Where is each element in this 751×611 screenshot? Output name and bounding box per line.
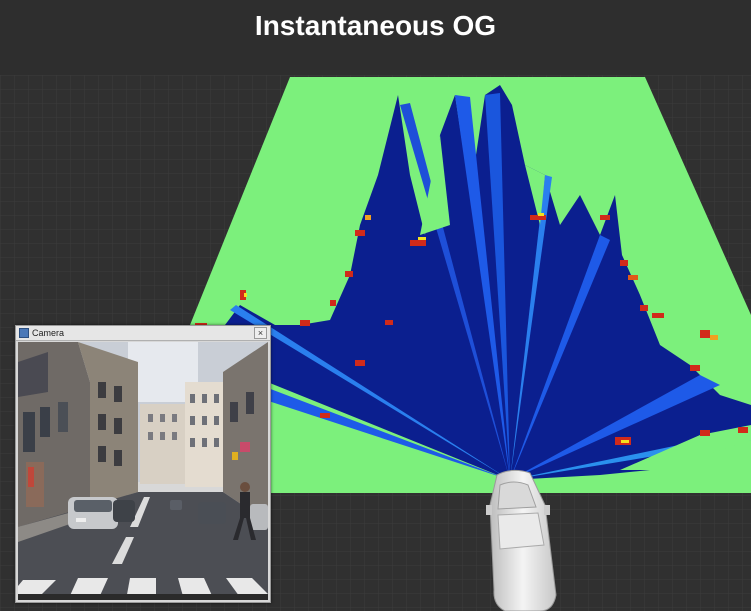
car-model-icon (486, 469, 557, 611)
free-wedge (620, 425, 751, 470)
ray-streak (510, 235, 610, 480)
occupancy-grid-scene (0, 75, 751, 611)
free-wedge (525, 165, 545, 225)
occupancy-grid-viewport[interactable]: Camera × (0, 75, 751, 611)
ray-streak (230, 305, 510, 480)
occupied-cells (195, 213, 748, 445)
ray-streak (455, 95, 510, 480)
free-wedge (640, 295, 690, 365)
ray-streak (250, 385, 510, 480)
occupancy-grid-layer (195, 85, 751, 480)
ray-streak (510, 175, 552, 480)
camera-feed-image (18, 342, 268, 600)
camera-window-titlebar[interactable]: Camera × (16, 326, 270, 341)
camera-window-title: Camera (32, 328, 65, 338)
title-bar: Instantaneous OG (0, 0, 751, 75)
camera-window[interactable]: Camera × (15, 325, 271, 603)
free-wedge (420, 135, 450, 235)
ray-streak (485, 93, 510, 480)
page-title: Instantaneous OG (254, 10, 497, 41)
ray-streak (400, 103, 510, 480)
camera-app-icon (19, 328, 29, 338)
ray-streak (510, 375, 720, 480)
close-icon[interactable]: × (254, 327, 267, 339)
